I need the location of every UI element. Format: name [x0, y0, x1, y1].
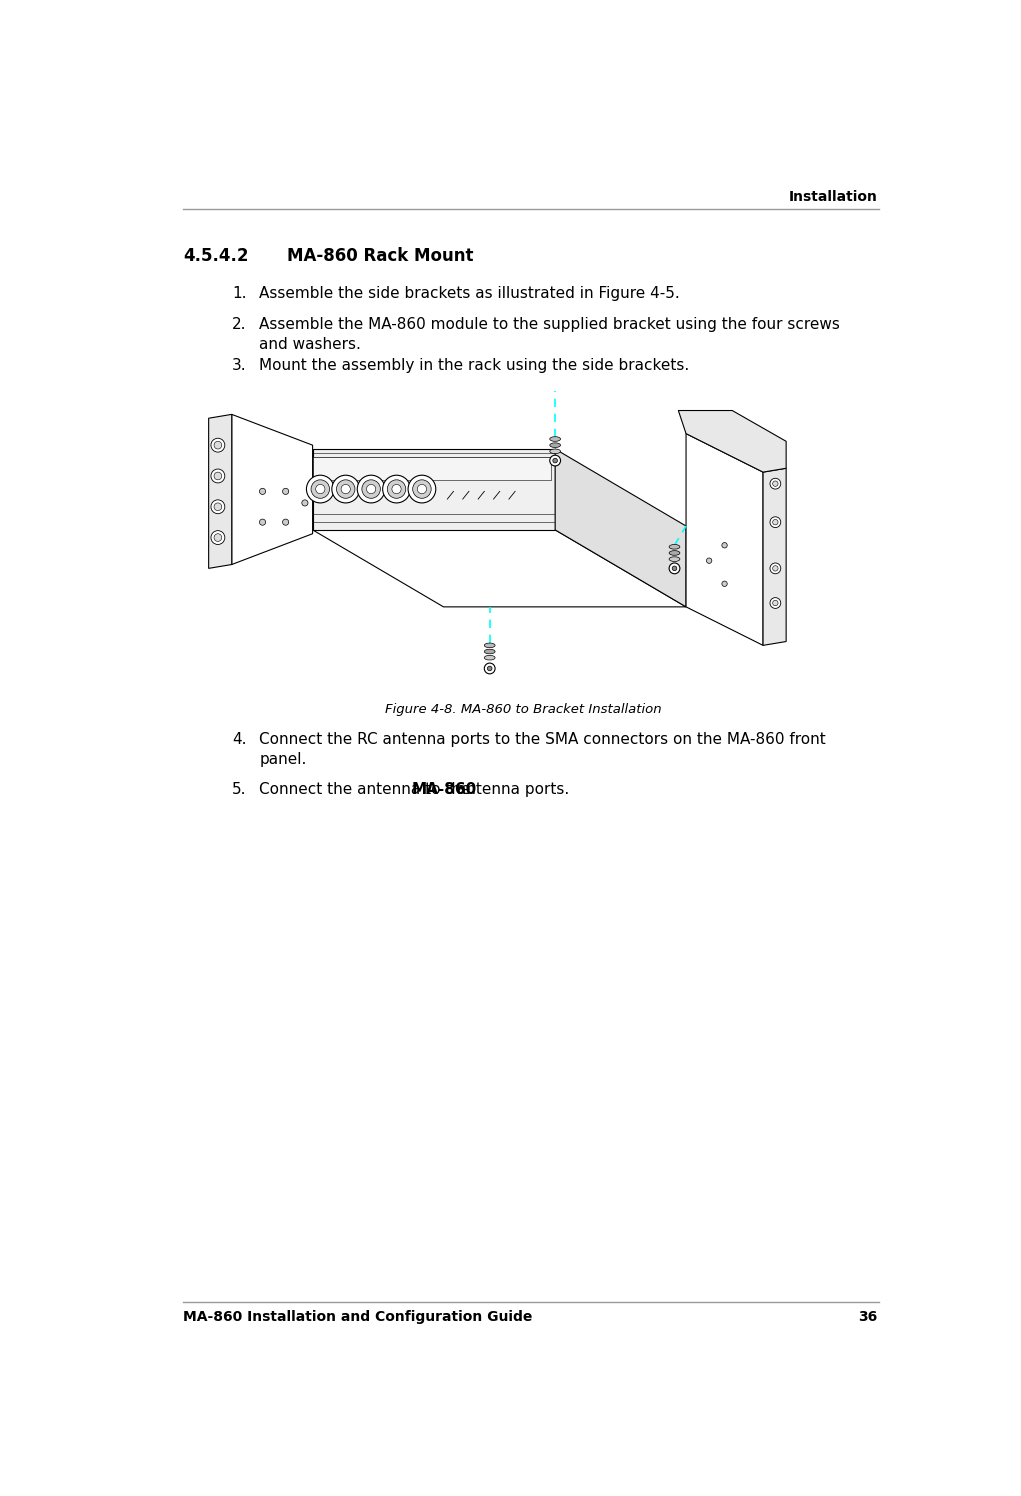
- Text: Assemble the side brackets as illustrated in Figure 4-5.: Assemble the side brackets as illustrate…: [259, 286, 680, 301]
- Text: panel.: panel.: [259, 752, 306, 767]
- Text: 36: 36: [859, 1310, 878, 1324]
- Text: Connect the antenna to the: Connect the antenna to the: [259, 782, 476, 797]
- Text: 5.: 5.: [232, 782, 247, 797]
- Text: 1.: 1.: [232, 286, 247, 301]
- Text: Figure 4-8. MA-860 to Bracket Installation: Figure 4-8. MA-860 to Bracket Installati…: [385, 703, 662, 717]
- Text: Assemble the MA-860 module to the supplied bracket using the four screws: Assemble the MA-860 module to the suppli…: [259, 317, 840, 332]
- Text: 4.5.4.2: 4.5.4.2: [184, 247, 249, 265]
- Text: Connect the RC antenna ports to the SMA connectors on the MA-860 front: Connect the RC antenna ports to the SMA …: [259, 733, 826, 748]
- Text: antenna ports.: antenna ports.: [451, 782, 569, 797]
- Text: Mount the assembly in the rack using the side brackets.: Mount the assembly in the rack using the…: [259, 358, 689, 373]
- Text: MA-860 Installation and Configuration Guide: MA-860 Installation and Configuration Gu…: [184, 1310, 533, 1324]
- Text: 4.: 4.: [232, 733, 247, 748]
- Text: 3.: 3.: [232, 358, 247, 373]
- Text: Installation: Installation: [789, 190, 878, 203]
- Text: MA-860 Rack Mount: MA-860 Rack Mount: [287, 247, 473, 265]
- Text: 2.: 2.: [232, 317, 247, 332]
- Text: and washers.: and washers.: [259, 337, 361, 352]
- Text: MA-860: MA-860: [411, 782, 477, 797]
